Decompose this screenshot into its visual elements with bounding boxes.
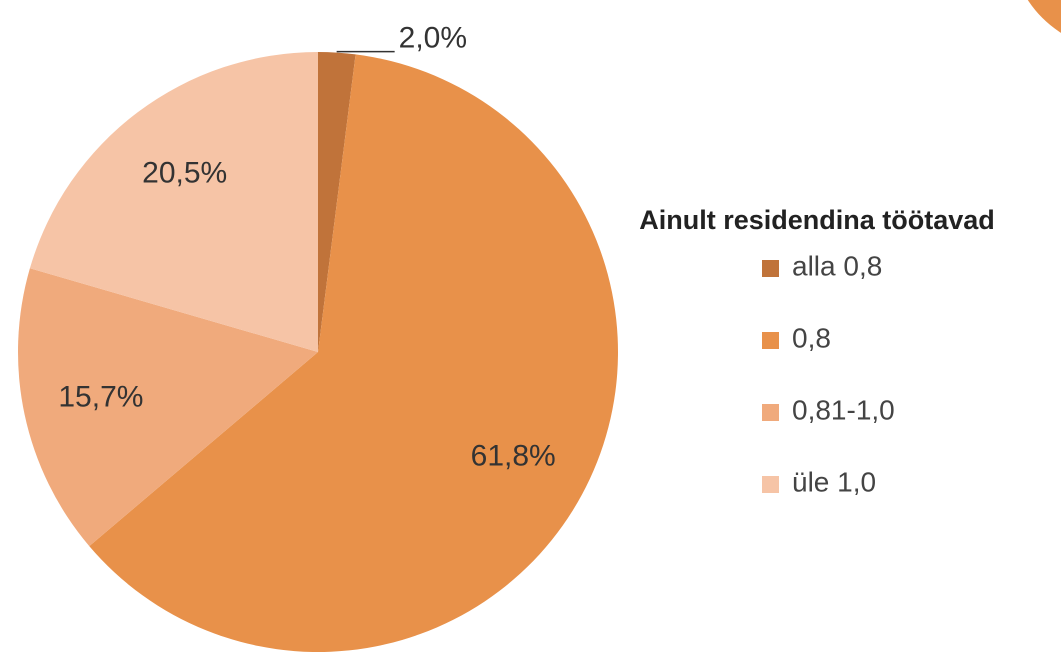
legend-label: alla 0,8 bbox=[792, 250, 882, 281]
pie-slice bbox=[29, 52, 318, 352]
legend-swatch bbox=[762, 332, 779, 349]
legend-swatch bbox=[762, 260, 779, 277]
data-label: 20,5% bbox=[142, 156, 227, 189]
pie-slice bbox=[17, 268, 318, 547]
pie-slice bbox=[89, 54, 619, 652]
legend-label: 0,81-1,0 bbox=[792, 394, 895, 425]
data-label: 2,0% bbox=[399, 22, 467, 55]
data-label: 15,7% bbox=[58, 380, 143, 413]
chart-title: Ainult residendina töötavad bbox=[639, 205, 995, 235]
legend-label: 0,8 bbox=[792, 322, 831, 353]
data-label: 61,8% bbox=[471, 440, 556, 473]
legend-swatch bbox=[762, 476, 779, 493]
legend-label: üle 1,0 bbox=[792, 466, 876, 497]
decorative-arc bbox=[1027, 0, 1061, 33]
legend-swatch bbox=[762, 404, 779, 421]
pie-slice bbox=[318, 52, 356, 352]
